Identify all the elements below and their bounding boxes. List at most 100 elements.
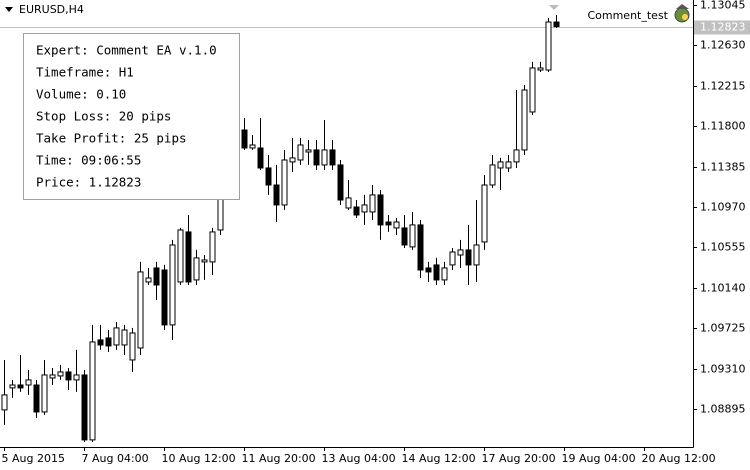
candle-body: [353, 206, 360, 216]
x-tick-label: 20 Aug 12:00: [642, 452, 716, 465]
candle-body: [193, 257, 200, 281]
x-tick-label: 19 Aug 04:00: [562, 452, 636, 465]
candle-body: [113, 327, 120, 346]
candle-body: [81, 374, 88, 441]
candle-body: [41, 374, 48, 413]
candle-body: [345, 197, 352, 209]
candle-body: [273, 184, 280, 206]
candle-body: [57, 371, 64, 377]
candle-body: [313, 149, 320, 166]
candle-body: [145, 277, 152, 283]
x-tick-label: 7 Aug 04:00: [82, 452, 149, 465]
y-tick-label: 1.11800: [700, 120, 746, 133]
x-tick-label: 5 Aug 2015: [2, 452, 65, 465]
x-tick-label: 10 Aug 12:00: [162, 452, 236, 465]
y-tick-label: 1.10970: [700, 201, 746, 214]
expert-icon[interactable]: [674, 4, 690, 23]
candle-body: [521, 89, 528, 151]
x-tick-label: 11 Aug 20:00: [242, 452, 316, 465]
y-tick-label: 1.12630: [700, 39, 746, 52]
candle-body: [545, 21, 552, 71]
candle-body: [241, 129, 248, 149]
y-tick-label: 1.10140: [700, 282, 746, 295]
expert-label: Comment_test: [587, 9, 668, 22]
candle-body: [417, 224, 424, 271]
comment-box: Expert: Comment EA v.1.0 Timeframe: H1 Vol…: [23, 33, 240, 200]
candle-body: [97, 339, 104, 346]
candle-body: [209, 231, 216, 263]
candle-body: [161, 269, 168, 326]
y-tick-label: 1.11385: [700, 161, 746, 174]
candle-body: [385, 221, 392, 226]
candle-body: [185, 231, 192, 283]
candle-body: [513, 149, 520, 163]
candle-body: [433, 264, 440, 281]
candle-body: [537, 67, 544, 71]
candle-body: [449, 251, 456, 266]
candle-body: [305, 149, 312, 153]
bid-label-bg: [694, 20, 750, 35]
candle-body: [409, 224, 416, 248]
candle-body: [121, 329, 128, 346]
candle-body: [9, 384, 16, 389]
candle-body: [361, 204, 368, 213]
candle-body: [553, 21, 560, 28]
y-tick-label: 1.13045: [700, 0, 746, 12]
comment-line: Price: 1.12823: [36, 175, 141, 190]
y-tick-label: 1.08895: [700, 403, 746, 416]
candle-body: [129, 332, 136, 361]
candle-body: [1, 394, 8, 411]
candle-body: [281, 159, 288, 206]
candle-body: [249, 144, 256, 149]
candle-body: [321, 149, 328, 166]
candle-body: [529, 67, 536, 113]
plot-area: [0, 14, 693, 442]
comment-line: Take Profit: 25 pips: [36, 131, 187, 146]
y-tick-label: 1.09725: [700, 322, 746, 335]
menu-triangle[interactable]: [5, 7, 13, 12]
shift-marker[interactable]: [549, 5, 559, 10]
candle-body: [49, 374, 56, 379]
candle-body: [473, 244, 480, 266]
candle-body: [33, 384, 40, 413]
candle-body: [257, 147, 264, 169]
candle-body: [73, 374, 80, 381]
candle-body: [393, 221, 400, 229]
comment-line: Time: 09:06:55: [36, 153, 141, 168]
comment-line: Stop Loss: 20 pips: [36, 109, 171, 124]
candle-body: [481, 184, 488, 243]
candle-body: [329, 149, 336, 166]
candle-body: [169, 244, 176, 326]
candle-body: [425, 267, 432, 273]
y-tick-label: 1.12215: [700, 80, 746, 93]
candle-body: [369, 194, 376, 213]
comment-line: Expert: Comment EA v.1.0: [36, 43, 217, 58]
candle-body: [17, 384, 24, 389]
candle-body: [505, 161, 512, 169]
y-tick-label: 1.09310: [700, 363, 746, 376]
candle-body: [297, 144, 304, 161]
candle-body: [265, 167, 272, 186]
candle-body: [441, 267, 448, 281]
bid-label: 1.12823: [700, 21, 746, 34]
candle-body: [401, 227, 408, 246]
y-tick-label: 1.10555: [700, 241, 746, 254]
candle-body: [137, 271, 144, 349]
symbol-label: EURUSD,H4: [19, 3, 84, 16]
candle-body: [201, 259, 208, 263]
candle-body: [457, 249, 464, 256]
x-tick-label: 17 Aug 20:00: [482, 452, 556, 465]
x-tick-label: 14 Aug 12:00: [402, 452, 476, 465]
candle-body: [337, 164, 344, 201]
candle-body: [489, 164, 496, 186]
comment-line: Timeframe: H1: [36, 65, 134, 80]
candle-body: [377, 194, 384, 226]
candle-body: [65, 371, 72, 381]
candle-body: [153, 267, 160, 286]
candle-body: [25, 379, 32, 386]
candle-body: [289, 157, 296, 163]
candle-body: [105, 337, 112, 347]
candle-body: [465, 249, 472, 266]
x-tick-label: 13 Aug 04:00: [322, 452, 396, 465]
